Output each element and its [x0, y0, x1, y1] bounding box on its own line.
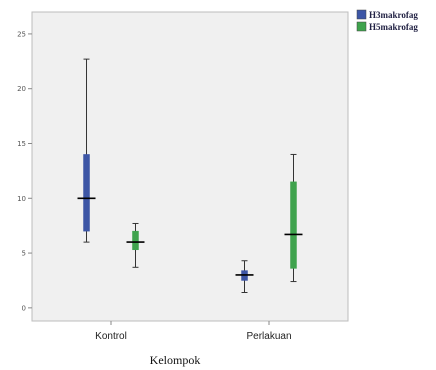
plot-area — [31, 11, 349, 322]
y-tick-label: 5 — [22, 250, 26, 258]
legend-label: H3makrofag — [369, 10, 418, 20]
legend: H3makrofag H5makrofag — [356, 9, 418, 32]
y-tick-label: 10 — [17, 195, 26, 203]
box — [132, 230, 139, 251]
y-tick-label: 20 — [17, 85, 26, 93]
box — [290, 181, 297, 269]
y-tick-label: 15 — [17, 140, 26, 148]
y-axis: 0 5 10 15 20 25 — [17, 30, 32, 312]
x-tick-label: Perlakuan — [246, 331, 291, 342]
box-H5makrofag-Kontrol — [126, 222, 145, 268]
box-series — [77, 58, 303, 294]
x-axis: Kontrol Perlakuan — [95, 321, 292, 342]
box-H3makrofag-Perlakuan — [235, 260, 254, 294]
y-tick-label: 25 — [17, 30, 26, 38]
legend-swatch — [356, 21, 367, 32]
legend-swatch — [356, 9, 367, 20]
y-tick-label: 0 — [22, 304, 26, 312]
x-axis-title: Kelompok — [150, 353, 201, 367]
box-H3makrofag-Kontrol — [77, 58, 96, 243]
x-tick-label: Kontrol — [95, 331, 127, 342]
legend-label: H5makrofag — [369, 22, 418, 32]
box-H5makrofag-Perlakuan — [284, 153, 303, 283]
box — [83, 154, 90, 232]
